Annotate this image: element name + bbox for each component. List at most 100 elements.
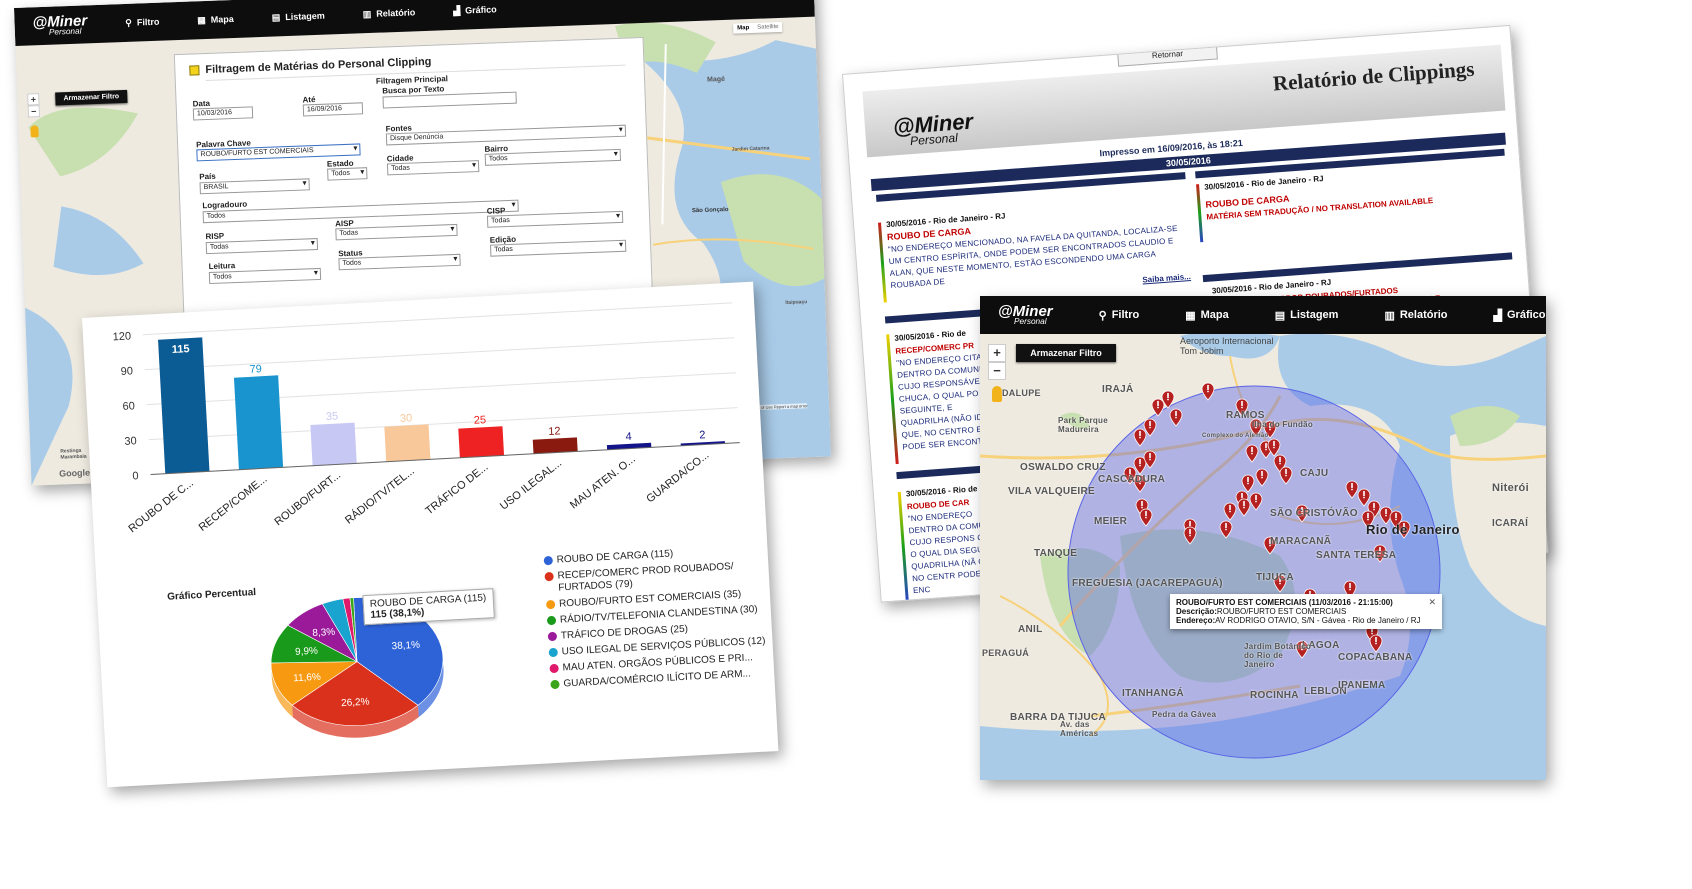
legend-dot-icon xyxy=(545,599,556,610)
map-marker-icon[interactable] xyxy=(1183,526,1197,545)
map-marker-icon[interactable] xyxy=(1273,574,1287,593)
map-neighborhood-label: MARACANÃ xyxy=(1270,536,1332,547)
bar[interactable] xyxy=(680,441,725,446)
map-neighborhood-label: SANTA TERESA xyxy=(1316,550,1397,561)
map-marker-icon[interactable] xyxy=(1357,488,1371,507)
map-marker-icon[interactable] xyxy=(1241,474,1255,493)
map-marker-icon[interactable] xyxy=(1201,382,1215,401)
map-marker-icon[interactable] xyxy=(1133,428,1147,447)
map-marker-icon[interactable] xyxy=(1133,456,1147,475)
bar-value-label: 4 xyxy=(625,431,632,443)
pie-slice[interactable] xyxy=(349,597,358,662)
cisp-select[interactable]: Todas xyxy=(486,210,624,228)
map-marker-icon[interactable] xyxy=(1139,508,1153,527)
data-field[interactable]: 10/03/2016 xyxy=(192,106,254,121)
map-marker-icon[interactable] xyxy=(1143,418,1157,437)
nav-grafico[interactable]: ▟ Gráfico xyxy=(1493,309,1546,322)
nav-mapa[interactable]: ▦ Mapa xyxy=(197,13,234,25)
pie-slice[interactable] xyxy=(290,658,419,729)
map-marker-icon[interactable] xyxy=(1279,466,1293,485)
map-marker-icon[interactable] xyxy=(1255,468,1269,487)
map-type-map[interactable]: Map xyxy=(737,25,750,32)
nav-filtro[interactable]: ⚲ Filtro xyxy=(1098,309,1140,322)
store-filter-button[interactable]: Armazenar Filtro xyxy=(55,89,128,106)
nav-listagem[interactable]: ▤ Listagem xyxy=(1274,309,1339,322)
pegman-icon[interactable] xyxy=(992,386,1002,402)
map-marker-icon[interactable] xyxy=(1295,640,1309,659)
pegman-icon[interactable] xyxy=(30,125,39,138)
map-neighborhood-label: PERAGUÁ xyxy=(982,648,1030,658)
x-tick-label: ROUBO/FURT... xyxy=(272,469,343,528)
bar[interactable] xyxy=(458,426,505,458)
map-marker-icon[interactable] xyxy=(1223,502,1237,521)
map-marker-icon[interactable] xyxy=(1397,520,1411,539)
cidade-select[interactable]: Todas xyxy=(386,160,480,176)
nav-mapa[interactable]: ▦ Mapa xyxy=(1185,309,1229,322)
map-marker-icon[interactable] xyxy=(1263,536,1277,555)
x-tick-label: GUARDA/CO... xyxy=(644,449,711,505)
store-filter-button[interactable]: Armazenar Filtro xyxy=(1016,344,1116,362)
nav-listagem[interactable]: ▤ Listagem xyxy=(271,10,325,23)
legend-label: ROUBO DE CARGA (115) xyxy=(556,548,674,566)
report-item[interactable]: 30/05/2016 - Rio de Janeiro - RJ ROUBO D… xyxy=(886,198,1191,303)
map-marker-icon[interactable] xyxy=(1161,390,1175,409)
x-tick-label: RECEP/COME... xyxy=(197,473,270,534)
logradouro-label: Logradouro xyxy=(202,199,248,211)
popup-close-icon[interactable]: ✕ xyxy=(1428,597,1436,607)
zoom-out-button[interactable]: − xyxy=(988,362,1006,380)
map-marker-icon[interactable] xyxy=(1245,444,1259,463)
map-marker-icon[interactable] xyxy=(1369,634,1383,653)
map-marker-icon[interactable] xyxy=(1169,408,1183,427)
logradouro-select[interactable]: Todos xyxy=(202,199,519,224)
pie-slice[interactable] xyxy=(270,658,359,706)
estado-select[interactable]: Todos xyxy=(327,167,368,181)
map-type-satellite[interactable]: Satellite xyxy=(757,23,779,31)
map-marker-icon[interactable] xyxy=(1295,504,1309,523)
map-marker-icon[interactable] xyxy=(1263,420,1277,439)
map-canvas[interactable] xyxy=(980,296,1546,780)
map-neighborhood-label: Pedra da Gávea xyxy=(1152,710,1217,719)
back-button[interactable]: Retornar xyxy=(1116,41,1218,67)
map-marker-icon[interactable] xyxy=(1151,398,1165,417)
map-marker-icon[interactable] xyxy=(1143,450,1157,469)
nav-filtro[interactable]: ⚲ Filtro xyxy=(125,16,160,28)
ate-field[interactable]: 16/09/2016 xyxy=(302,102,364,117)
bar[interactable] xyxy=(233,375,284,470)
map-marker-icon[interactable] xyxy=(1133,474,1147,493)
bar[interactable] xyxy=(532,437,578,454)
map-neighborhood-label: ROCINHA xyxy=(1250,690,1299,701)
app-logo[interactable]: @Miner Personal xyxy=(998,302,1053,327)
map-neighborhood-label: TIJUCA xyxy=(1256,572,1294,583)
map-icon: ▦ xyxy=(1185,309,1196,322)
map-neighborhood-label: Av. das Américas xyxy=(1060,720,1099,738)
map-marker-icon[interactable] xyxy=(1249,492,1263,511)
map-neighborhood-label: Rio de Janeiro xyxy=(1366,522,1460,537)
zoom-in-button[interactable]: + xyxy=(988,344,1006,362)
map-marker-icon[interactable] xyxy=(1219,520,1233,539)
map-marker-icon[interactable] xyxy=(1267,438,1281,457)
map-marker-icon[interactable] xyxy=(1237,498,1251,517)
map-marker-icon[interactable] xyxy=(1361,510,1375,529)
nav-grafico[interactable]: ▟ Gráfico xyxy=(453,4,497,16)
pie-slice-label: 26,2% xyxy=(341,697,370,710)
nav-relatorio[interactable]: ▥ Relatório xyxy=(362,7,416,19)
pie-slice-side xyxy=(292,705,419,738)
bar[interactable] xyxy=(384,424,431,462)
map-marker-icon[interactable] xyxy=(1373,544,1387,563)
bar[interactable] xyxy=(606,442,652,450)
map-marker-icon[interactable] xyxy=(1343,580,1357,599)
nav-relatorio[interactable]: ▥ Relatório xyxy=(1384,309,1448,322)
bar[interactable] xyxy=(310,422,357,466)
app-logo[interactable]: @Miner Personal xyxy=(32,11,88,37)
fontes-select[interactable]: Disque Denúncia xyxy=(385,124,627,146)
map-marker-icon[interactable] xyxy=(1123,466,1137,485)
map-neighborhood-label: RAMOS xyxy=(1226,410,1265,421)
map-marker-icon[interactable] xyxy=(1235,398,1249,417)
map-marker-icon[interactable] xyxy=(1249,418,1263,437)
zoom-out-button[interactable]: − xyxy=(27,105,41,118)
zoom-in-button[interactable]: + xyxy=(27,93,40,106)
bar[interactable] xyxy=(158,337,210,474)
map-neighborhood-label: IRAJÁ xyxy=(1102,384,1134,395)
pais-select[interactable]: BRASIL xyxy=(199,178,310,195)
map-marker-icon[interactable] xyxy=(1345,480,1359,499)
